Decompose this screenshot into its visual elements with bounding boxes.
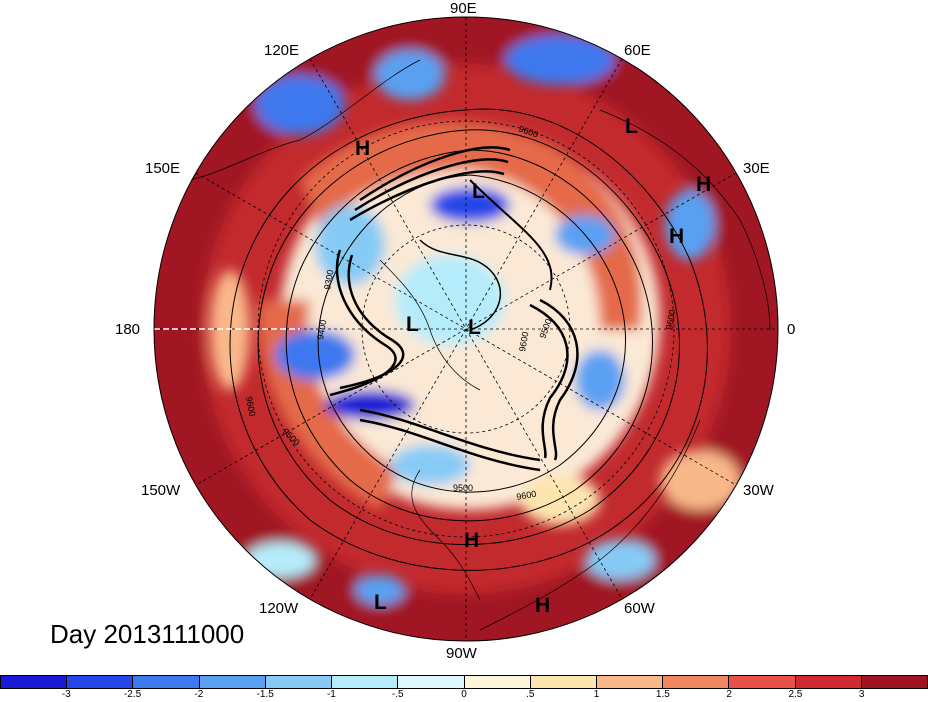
lon-label-120e: 120E [264,42,299,59]
lon-label-180: 180 [115,321,140,338]
high-center-label: H [535,594,550,617]
colorbar-tick-label: .5 [526,689,535,700]
colorbar-ticks: -3 -2.5 -2 -1.5 -1 -.5 0 .5 1 1.5 2 2.5 3 [0,689,928,702]
colorbar-swatch [1,676,68,688]
colorbar-tick-label: -3 [61,689,71,700]
colorbar-swatch [795,676,862,688]
lon-label-150e: 150E [145,160,180,177]
colorbar-tick-label: 2.5 [788,689,803,700]
map-title: Day 2013111000 [50,619,245,649]
high-center-label: H [669,225,684,248]
lon-label-90e: 90E [450,0,477,17]
colorbar-tick-label: 0 [461,689,467,700]
map-border [153,16,779,642]
low-center-label: L [625,115,638,138]
contour-label: 9400 [315,319,328,340]
colorbar [0,675,928,689]
lon-label-120w: 120W [259,600,299,617]
lon-label-150w: 150W [141,482,181,499]
colorbar-swatch [199,676,266,688]
low-center-label: L [472,180,485,203]
contour-label: 9600 [244,396,257,417]
colorbar-swatch [464,676,531,688]
high-center-label: H [464,529,479,552]
colorbar-tick-label: -.5 [391,689,404,700]
lon-label-90w: 90W [446,645,478,662]
colorbar-tick-label: -1.5 [256,689,274,700]
colorbar-swatch [67,676,134,688]
low-center-label: L [468,316,481,339]
low-center-label: L [374,591,387,614]
colorbar-swatch [265,676,333,688]
colorbar-tick-label: 1 [593,689,600,700]
colorbar-tick-label: -1 [326,689,336,700]
colorbar-swatch [729,676,796,688]
colorbar-swatch [596,676,664,688]
contour-label: 9600 [517,331,530,352]
colorbar-swatch [398,676,465,688]
colorbar-tick-label: 2 [726,689,732,700]
colorbar-swatch [133,676,200,688]
lon-label-30e: 30E [743,160,770,177]
colorbar-swatch [530,676,597,688]
lon-label-60w: 60W [624,600,656,617]
low-center-label: L [406,313,419,336]
contour-label: 9500 [453,483,473,493]
colorbar-tick-label: 3 [858,689,865,700]
lon-label-0: 0 [787,321,795,338]
lon-label-30w: 30W [743,482,775,499]
polar-map: 9600 9300 9400 9500 9600 9500 9600 9600 … [115,0,795,662]
height-contours [189,59,771,631]
contour-label: 9600 [516,489,537,502]
colorbar-tick-label: -2.5 [123,689,142,700]
colorbar-swatch [663,676,730,688]
colorbar-tick-label: -2 [194,689,204,700]
colorbar-swatch [861,676,928,688]
contour-label: 9600 [664,309,677,330]
high-center-label: H [355,137,370,160]
colorbar-swatch [332,676,399,688]
contour-label: 9300 [322,269,335,290]
colorbar-tick-label: 1.5 [655,689,670,700]
high-center-label: H [696,173,711,196]
lon-label-60e: 60E [624,42,651,59]
anomaly-field: 9600 9300 9400 9500 9600 9500 9600 9600 … [154,17,778,641]
